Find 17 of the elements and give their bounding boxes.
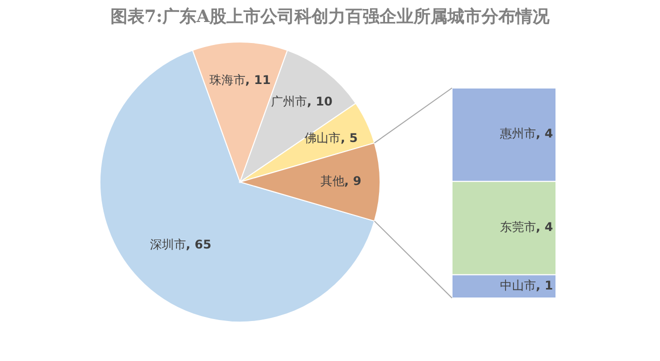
slice-label: 深圳市 xyxy=(150,238,186,252)
chart-title: 图表7:广东A股上市公司科创力百强企业所属城市分布情况 xyxy=(110,7,551,27)
data-label: , 5 xyxy=(340,131,358,146)
slice-label: 广州市 xyxy=(271,94,308,109)
data-label: , 4 xyxy=(536,220,553,234)
slice-label: 珠海市 xyxy=(209,73,246,88)
series-label: 中山市 xyxy=(500,278,536,293)
series-label: 东莞市 xyxy=(500,220,536,234)
data-label: , 9 xyxy=(344,174,362,188)
data-label: , 1 xyxy=(536,278,553,293)
data-label: , 10 xyxy=(307,94,332,109)
data-label: , 4 xyxy=(536,126,553,141)
series-label: 惠州市 xyxy=(498,126,536,141)
slice-label: 其他 xyxy=(320,174,344,188)
data-label: , 65 xyxy=(186,238,212,252)
data-label: , 11 xyxy=(245,73,271,88)
slice-label: 佛山市 xyxy=(304,131,341,146)
